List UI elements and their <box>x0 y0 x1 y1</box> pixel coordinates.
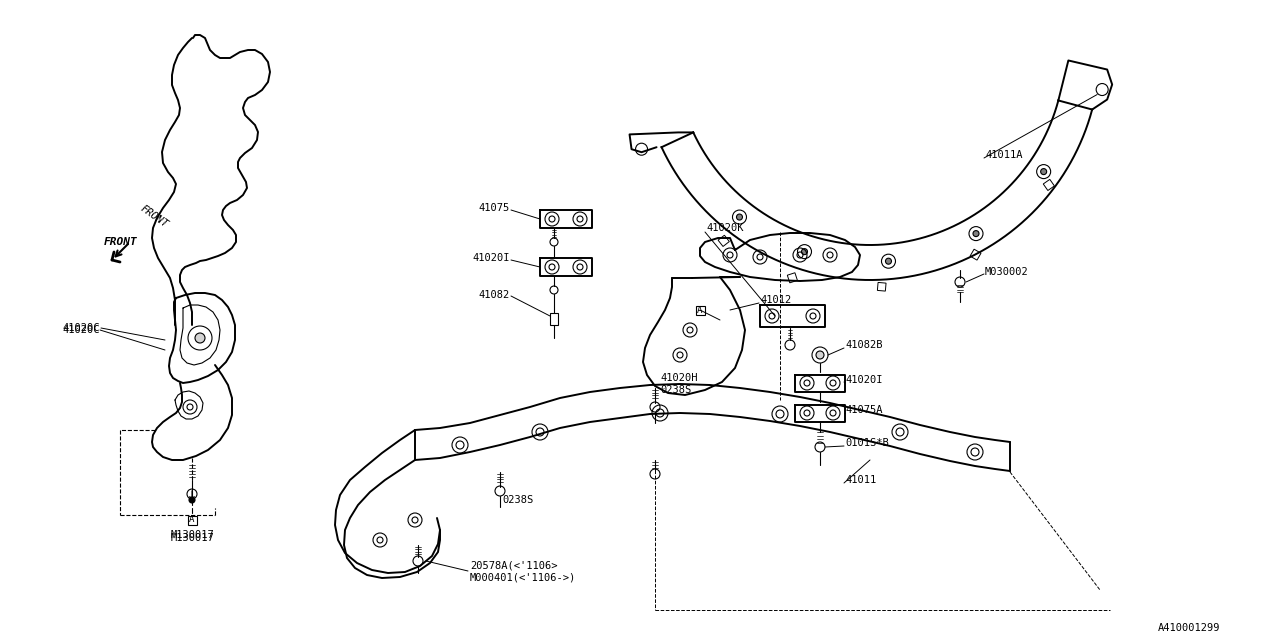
Bar <box>718 236 730 246</box>
Text: 20578A(<'1106>: 20578A(<'1106> <box>470 560 558 570</box>
Text: 41011: 41011 <box>845 475 877 485</box>
Bar <box>550 313 558 325</box>
Circle shape <box>817 351 824 359</box>
Bar <box>787 273 797 283</box>
Bar <box>188 516 197 525</box>
Text: 41075: 41075 <box>479 203 509 213</box>
Text: A410001299: A410001299 <box>1157 623 1220 633</box>
Text: A: A <box>189 515 195 525</box>
Circle shape <box>195 333 205 343</box>
Text: 41020C: 41020C <box>63 323 100 333</box>
Bar <box>970 249 980 260</box>
Text: 0238S: 0238S <box>660 385 691 395</box>
Text: A: A <box>698 305 703 314</box>
Text: FRONT: FRONT <box>104 237 138 247</box>
Text: 41020I: 41020I <box>472 253 509 263</box>
Text: 41020I: 41020I <box>845 375 882 385</box>
Text: M000401(<'1106->): M000401(<'1106->) <box>470 573 576 583</box>
Circle shape <box>886 258 891 264</box>
Text: M030002: M030002 <box>986 267 1029 277</box>
Bar <box>696 306 705 315</box>
Circle shape <box>973 230 979 237</box>
Text: 41082B: 41082B <box>845 340 882 350</box>
Text: 0238S: 0238S <box>502 495 534 505</box>
Circle shape <box>1041 168 1047 175</box>
Text: 41020H: 41020H <box>660 373 698 383</box>
Circle shape <box>736 214 742 220</box>
Text: FRONT: FRONT <box>138 204 169 230</box>
Circle shape <box>801 248 808 255</box>
Text: 41011A: 41011A <box>986 150 1023 160</box>
Text: M130017: M130017 <box>170 530 214 540</box>
Text: 41020K: 41020K <box>707 223 744 233</box>
Bar <box>877 282 886 291</box>
Text: M130017: M130017 <box>170 533 214 543</box>
Text: 41082: 41082 <box>479 290 509 300</box>
Text: 0101S*B: 0101S*B <box>845 438 888 448</box>
Text: 41012: 41012 <box>760 295 791 305</box>
Text: 41020C: 41020C <box>63 325 100 335</box>
Bar <box>1043 179 1055 191</box>
Circle shape <box>189 497 195 503</box>
Text: 41075A: 41075A <box>845 405 882 415</box>
